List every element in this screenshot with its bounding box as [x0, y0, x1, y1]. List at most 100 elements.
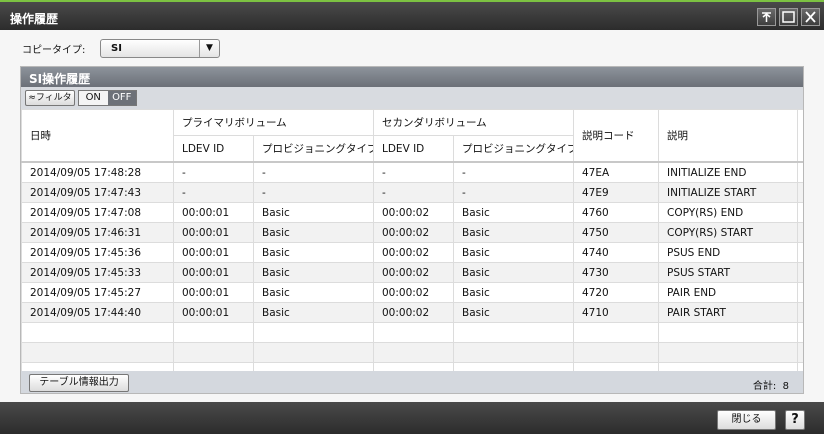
table-cell: Basic — [253, 302, 374, 323]
table-cell — [797, 242, 803, 263]
table-row[interactable]: 2014/09/05 17:47:43- - - -47E9 INITIALIZE ST… — [21, 182, 803, 203]
empty-cell — [453, 342, 574, 363]
table-row[interactable]: 2014/09/05 17:47:08 00:00:01 Basic 00:00:02… — [21, 202, 803, 223]
table-cell: 2014/09/05 17:44:40 — [21, 302, 174, 323]
table-cell: PSUS END — [658, 242, 798, 263]
table-cell: 47EA — [573, 161, 659, 183]
table-cell: 00:00:01 — [173, 202, 254, 223]
table-cell: Basic — [453, 262, 574, 283]
empty-cell — [21, 322, 174, 343]
header-cell: プロビジョニングタイプ — [253, 135, 374, 163]
empty-cell — [253, 322, 374, 343]
empty-cell — [797, 322, 803, 343]
total: 合計: 8 — [753, 377, 789, 392]
empty-cell — [173, 342, 254, 363]
help-button[interactable]: ? — [785, 410, 805, 430]
table-cell: 00:00:02 — [373, 242, 454, 263]
table-cell: 2014/09/05 17:48:28 — [21, 161, 174, 183]
table-cell: COPY(RS) END — [658, 202, 798, 223]
empty-cell — [373, 322, 454, 343]
table-cell: 2014/09/05 17:45:36 — [21, 242, 174, 263]
empty-cell — [658, 362, 798, 371]
table-cell: INITIALIZE END — [658, 161, 798, 183]
header-cell: 説明 — [658, 109, 798, 163]
table-cell: 2014/09/05 17:45:33 — [21, 262, 174, 283]
bottom-bar: 閉じる ? — [0, 402, 824, 434]
table-row[interactable]: 2014/09/05 17:45:27 00:00:01 Basic 00:00:02… — [21, 282, 803, 303]
header-cell: 日時 — [21, 109, 174, 163]
pin-button[interactable] — [757, 8, 776, 26]
copy-type-select[interactable]: SI ▼ — [100, 39, 220, 58]
table-cell: Basic — [453, 302, 574, 323]
empty-row — [21, 342, 803, 363]
header-cell — [797, 109, 803, 163]
maximize-button[interactable] — [779, 8, 798, 26]
table-cell: - — [453, 161, 574, 183]
table-cell: 00:00:01 — [173, 262, 254, 283]
empty-cell — [173, 322, 254, 343]
table-row[interactable]: 2014/09/05 17:48:28- - - -47EA INITIALIZE EN… — [21, 161, 803, 183]
filter-off[interactable]: OFF — [107, 91, 136, 105]
table-cell: PAIR START — [658, 302, 798, 323]
empty-cell — [21, 362, 174, 371]
copy-type-value: SI — [111, 43, 122, 54]
title-bar: 操作履歴 — [0, 0, 824, 30]
table-cell: 00:00:02 — [373, 302, 454, 323]
table-cell: 00:00:02 — [373, 282, 454, 303]
table-area: 日時 プライマリボリューム セカンダリボリューム 説明コード 説明 LDEV ID プロビジ… — [21, 109, 803, 371]
header-cell: LDEV ID — [173, 135, 254, 163]
empty-row — [21, 322, 803, 343]
empty-cell — [21, 342, 174, 363]
table-cell — [797, 182, 803, 203]
table-row[interactable]: 2014/09/05 17:46:31 00:00:01 Basic 00:00:02… — [21, 222, 803, 243]
table-cell: - — [253, 161, 374, 183]
table-cell: 4730 — [573, 262, 659, 283]
table-cell: 00:00:01 — [173, 222, 254, 243]
filter-on[interactable]: ON — [79, 91, 108, 105]
history-panel: SI操作履歴 ≈フィルタ ON OFF 日時 プライマリボリューム セカンダリボリュ… — [20, 66, 804, 394]
empty-cell — [573, 322, 659, 343]
table-cell: 00:00:01 — [173, 302, 254, 323]
empty-cell — [797, 342, 803, 363]
export-button[interactable]: テーブル情報出力 — [29, 374, 129, 392]
table-cell: 00:00:02 — [373, 262, 454, 283]
empty-row — [21, 362, 803, 371]
table-cell: 2014/09/05 17:47:43 — [21, 182, 174, 203]
table-row[interactable]: 2014/09/05 17:44:40 00:00:01 Basic 00:00:02… — [21, 302, 803, 323]
empty-cell — [173, 362, 254, 371]
table-cell: 4760 — [573, 202, 659, 223]
table-cell — [797, 202, 803, 223]
table-cell: Basic — [253, 282, 374, 303]
close-x-button[interactable] — [801, 8, 820, 26]
filter-button[interactable]: ≈フィルタ — [25, 90, 75, 106]
table-cell — [797, 302, 803, 323]
dropdown-arrow: ▼ — [199, 40, 219, 57]
table-cell: Basic — [453, 282, 574, 303]
table-cell: 47E9 — [573, 182, 659, 203]
empty-cell — [658, 342, 798, 363]
table-cell: - — [173, 161, 254, 183]
table-cell: 00:00:02 — [373, 222, 454, 243]
table-cell: 4710 — [573, 302, 659, 323]
table-cell: 00:00:02 — [373, 202, 454, 223]
table-cell: INITIALIZE START — [658, 182, 798, 203]
empty-cell — [573, 342, 659, 363]
header-cell: 説明コード — [573, 109, 659, 163]
table-cell: 00:00:01 — [173, 242, 254, 263]
empty-cell — [797, 362, 803, 371]
panel-title: SI操作履歴 — [21, 67, 803, 87]
filter-label: フィルタ — [35, 93, 72, 103]
empty-cell — [658, 322, 798, 343]
close-button[interactable]: 閉じる — [717, 410, 776, 430]
empty-cell — [453, 362, 574, 371]
table-cell: 2014/09/05 17:45:27 — [21, 282, 174, 303]
table-cell: - — [173, 182, 254, 203]
window-title: 操作履歴 — [10, 12, 59, 26]
table-cell — [797, 161, 803, 183]
table-row[interactable]: 2014/09/05 17:45:33 00:00:01 Basic 00:00:02… — [21, 262, 803, 283]
table-cell: - — [373, 182, 454, 203]
table-cell: 4720 — [573, 282, 659, 303]
table-row[interactable]: 2014/09/05 17:45:36 00:00:01 Basic 00:00:02… — [21, 242, 803, 263]
table-cell — [797, 222, 803, 243]
